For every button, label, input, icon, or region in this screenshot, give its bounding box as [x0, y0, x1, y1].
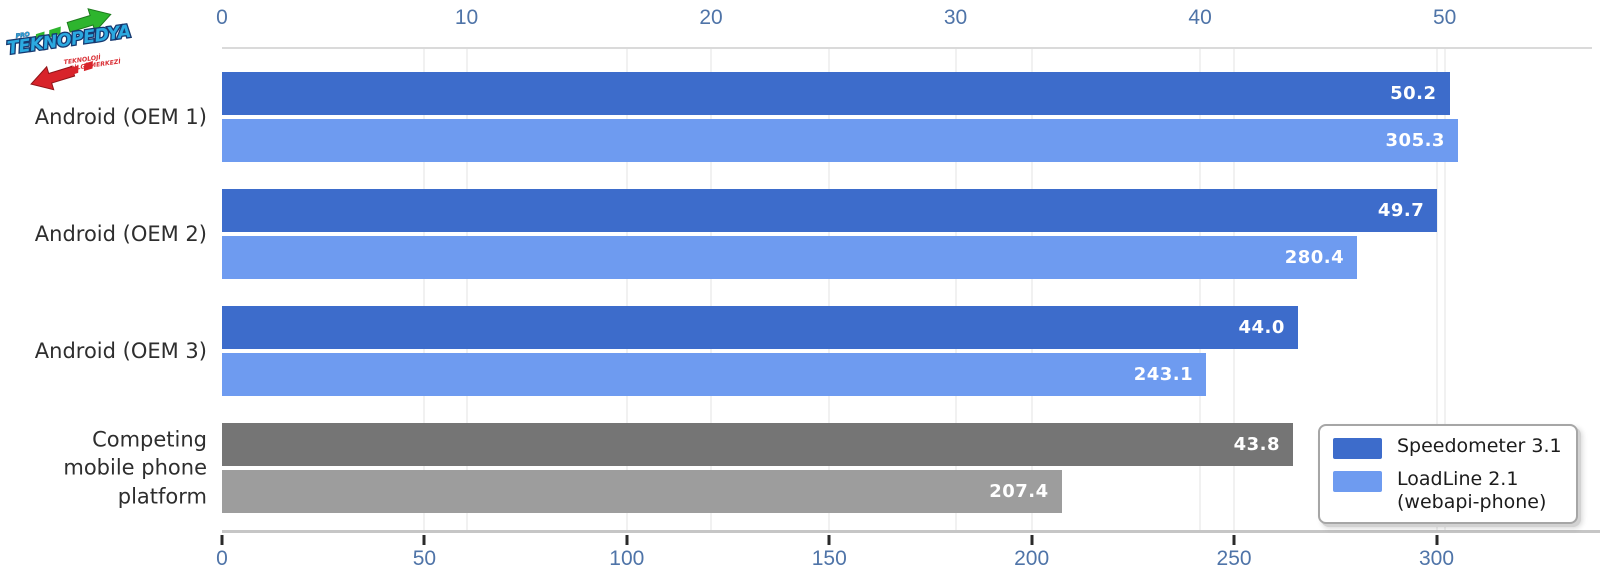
speedometer-bar-2: 49.7: [222, 189, 1438, 232]
green-arrow-icon: [35, 8, 112, 42]
bottom-axis-tick-label: 0: [216, 547, 228, 570]
bar-value-label: 44.0: [1238, 317, 1285, 338]
bar-value-label: 207.4: [989, 481, 1049, 502]
category-label-3: Android (OEM 3): [34, 338, 207, 363]
gridline: [710, 49, 713, 530]
loadline-bar-2: 280.4: [222, 236, 1358, 279]
legend-entry-2: LoadLine 2.1 (webapi-phone): [1333, 468, 1564, 513]
bottom-axis-tick-mark: [1232, 535, 1236, 545]
loadline-bar-3: 243.1: [222, 353, 1207, 396]
bar-value-label: 43.8: [1233, 434, 1281, 455]
category-label-4: Competing mobile phone platform: [63, 427, 207, 509]
bottom-axis-tick-label: 150: [811, 547, 847, 570]
bottom-axis-tick-mark: [625, 535, 629, 545]
bar-value-label: 49.7: [1377, 200, 1425, 221]
gridline: [1233, 49, 1236, 530]
loadline-bar-1: 305.3: [222, 119, 1458, 162]
logo-prefix-text: PRO: [15, 31, 30, 40]
top-axis-tick-label: 10: [454, 6, 479, 29]
gridline: [423, 49, 426, 530]
bottom-axis-tick-mark: [827, 535, 831, 545]
speedometer-bar-4: 43.8: [222, 423, 1294, 466]
red-arrow-icon: [30, 61, 93, 91]
gridline: [1435, 49, 1438, 530]
bar-value-label: 280.4: [1284, 247, 1345, 268]
gridline: [1443, 49, 1446, 530]
bottom-axis-line: [222, 530, 1600, 533]
bottom-axis: 0 50 100 150 200 250 300: [216, 533, 1562, 585]
bottom-axis-tick-mark: [422, 535, 426, 545]
gridline: [828, 49, 831, 530]
top-axis-tick-label: 0: [216, 6, 228, 29]
gridline: [1199, 49, 1202, 530]
gridline: [625, 49, 628, 530]
category-label-2: Android (OEM 2): [34, 221, 207, 246]
teknopedya-logo-graphic: PRO TEKNOPEDYA TEKNOLOJİ BİLGİ MERKEZİ: [5, 8, 133, 91]
gridline: [954, 49, 957, 530]
legend-swatch: [1333, 471, 1382, 493]
bottom-axis-tick-label: 50: [412, 547, 437, 570]
bottom-axis-tick-label: 100: [609, 547, 645, 570]
top-axis-tick-label: 30: [943, 6, 968, 29]
legend-swatch: [1333, 438, 1382, 460]
top-axis: 0 10 20 30 40 50: [216, 0, 1562, 46]
top-axis-tick-label: 20: [699, 6, 723, 29]
legend-entry-1: Speedometer 3.1: [1333, 435, 1564, 460]
legend: Speedometer 3.1 LoadLine 2.1 (webapi-phone…: [1318, 424, 1578, 524]
category-label-1: Android (OEM 1): [34, 104, 207, 129]
speedometer-bar-3: 44.0: [222, 306, 1298, 349]
teknopedya-logo: PRO TEKNOPEDYA TEKNOLOJİ BİLGİ MERKEZİ: [5, 2, 136, 97]
bar-value-label: 243.1: [1133, 364, 1194, 385]
loadline-bar-4: 207.4: [222, 470, 1062, 513]
bottom-axis-tick-label: 200: [1014, 547, 1050, 570]
bottom-axis-tick-mark: [220, 535, 224, 545]
gridline: [465, 49, 468, 530]
top-axis-tick-label: 50: [1432, 6, 1457, 29]
bottom-axis-tick-mark: [1435, 535, 1438, 545]
gridline: [1030, 49, 1033, 530]
category-axis: Android (OEM 1) Android (OEM 2) Android (O…: [0, 49, 207, 530]
bottom-axis-tick-label: 250: [1216, 547, 1252, 570]
top-axis-line: [222, 47, 1592, 49]
top-axis-tick-label: 40: [1188, 6, 1212, 29]
bar-value-label: 305.3: [1385, 130, 1445, 151]
bottom-axis-tick-label: 300: [1418, 547, 1455, 570]
legend-label: LoadLine 2.1 (webapi-phone): [1397, 468, 1547, 513]
legend-label: Speedometer 3.1: [1397, 435, 1562, 458]
speedometer-bar-1: 50.2: [222, 72, 1450, 115]
bottom-axis-tick-mark: [1030, 535, 1034, 545]
plot-area: 50.2 305.3 49.7 280.4 44.0 243.1 43.8 207.4: [222, 49, 1562, 530]
bar-value-label: 50.2: [1390, 83, 1437, 104]
